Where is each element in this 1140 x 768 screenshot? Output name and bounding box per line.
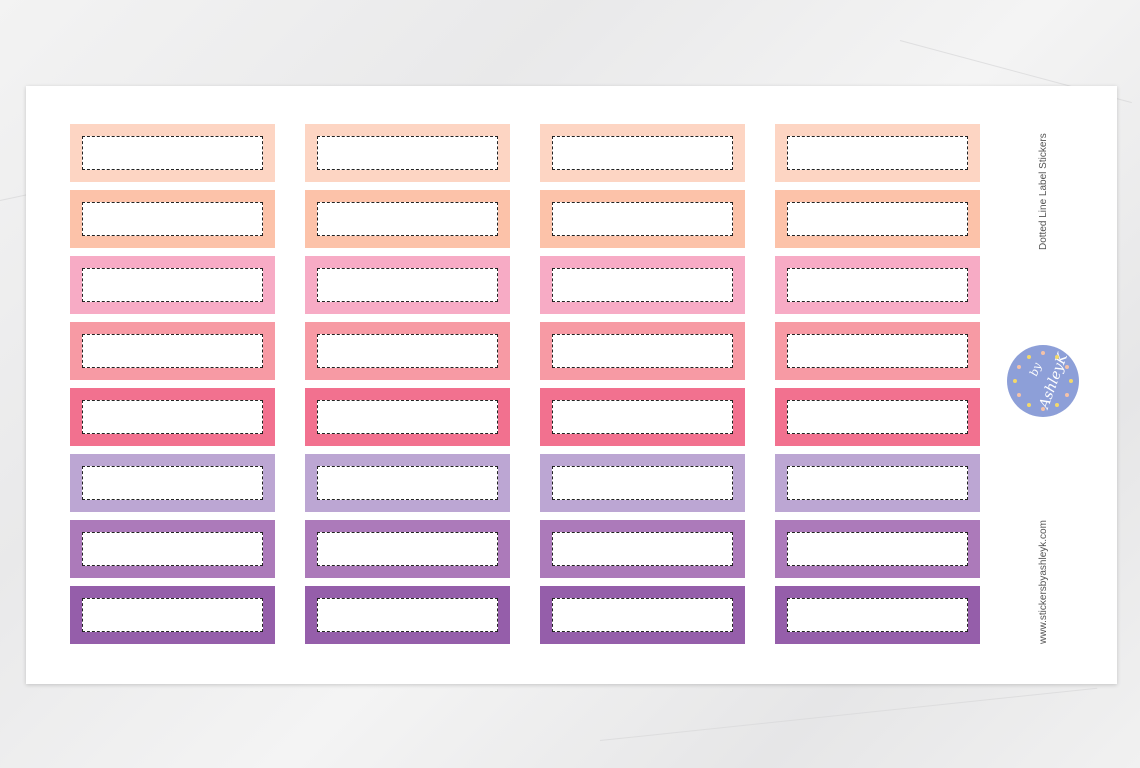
dotted-label-area (552, 334, 733, 368)
label-sticker (775, 454, 980, 512)
dotted-label-area (82, 268, 263, 302)
dotted-label-area (787, 334, 968, 368)
dotted-label-area (552, 532, 733, 566)
dotted-label-area (787, 202, 968, 236)
logo-heart-icon (1016, 365, 1021, 369)
dotted-label-area (787, 400, 968, 434)
label-sticker (540, 586, 745, 644)
sticker-sheet (26, 86, 1117, 684)
label-sticker (305, 124, 510, 182)
dotted-label-area (82, 466, 263, 500)
dotted-label-area (317, 532, 498, 566)
label-sticker (70, 454, 275, 512)
logo-heart-icon (1069, 379, 1073, 383)
website-url: www.stickersbyashleyk.com (1038, 520, 1049, 644)
label-sticker (70, 388, 275, 446)
label-sticker (775, 124, 980, 182)
label-sticker (305, 388, 510, 446)
label-sticker (70, 322, 275, 380)
logo-heart-icon (1041, 351, 1045, 355)
logo-heart-icon (1027, 403, 1031, 408)
dotted-label-area (552, 136, 733, 170)
label-sticker (540, 520, 745, 578)
logo-heart-icon (1027, 354, 1031, 359)
dotted-label-area (787, 466, 968, 500)
label-sticker (540, 388, 745, 446)
dotted-label-area (317, 466, 498, 500)
dotted-label-area (552, 202, 733, 236)
dotted-label-area (82, 598, 263, 632)
dotted-label-area (552, 400, 733, 434)
dotted-label-area (82, 400, 263, 434)
brand-logo: by AshleyK (1007, 345, 1079, 417)
logo-heart-icon (1055, 403, 1059, 408)
logo-name: AshleyK (1036, 351, 1072, 411)
label-sticker (305, 586, 510, 644)
dotted-label-area (82, 334, 263, 368)
dotted-label-area (317, 202, 498, 236)
label-sticker (70, 520, 275, 578)
logo-heart-icon (1013, 379, 1017, 383)
label-sticker (540, 322, 745, 380)
dotted-label-area (552, 466, 733, 500)
logo-heart-icon (1065, 393, 1070, 397)
logo-heart-icon (1041, 407, 1045, 411)
dotted-label-area (82, 532, 263, 566)
label-sticker (70, 124, 275, 182)
label-sticker (305, 322, 510, 380)
label-sticker (775, 520, 980, 578)
label-sticker (775, 322, 980, 380)
dotted-label-area (552, 268, 733, 302)
dotted-label-area (787, 268, 968, 302)
dotted-label-area (317, 334, 498, 368)
dotted-label-area (787, 136, 968, 170)
dotted-label-area (787, 532, 968, 566)
label-sticker (70, 586, 275, 644)
dotted-label-area (317, 268, 498, 302)
dotted-label-area (787, 598, 968, 632)
label-sticker (305, 520, 510, 578)
label-sticker (540, 256, 745, 314)
label-sticker (775, 586, 980, 644)
label-sticker (540, 124, 745, 182)
product-title: Dotted Line Label Stickers (1038, 133, 1049, 250)
logo-by: by (1027, 361, 1045, 378)
logo-heart-icon (1016, 393, 1021, 397)
label-sticker (775, 190, 980, 248)
dotted-label-area (317, 598, 498, 632)
label-sticker (70, 190, 275, 248)
label-sticker (775, 388, 980, 446)
logo-heart-icon (1055, 354, 1059, 359)
dotted-label-area (552, 598, 733, 632)
marble-vein (599, 687, 1098, 741)
label-sticker (70, 256, 275, 314)
dotted-label-area (317, 400, 498, 434)
logo-heart-icon (1065, 365, 1070, 369)
label-sticker (775, 256, 980, 314)
label-sticker (305, 190, 510, 248)
dotted-label-area (82, 202, 263, 236)
dotted-label-area (317, 136, 498, 170)
label-sticker (540, 190, 745, 248)
label-sticker (305, 256, 510, 314)
label-sticker (540, 454, 745, 512)
dotted-label-area (82, 136, 263, 170)
label-sticker (305, 454, 510, 512)
